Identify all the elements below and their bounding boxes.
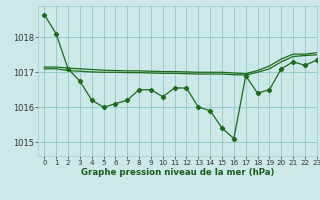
X-axis label: Graphe pression niveau de la mer (hPa): Graphe pression niveau de la mer (hPa) (81, 168, 274, 177)
